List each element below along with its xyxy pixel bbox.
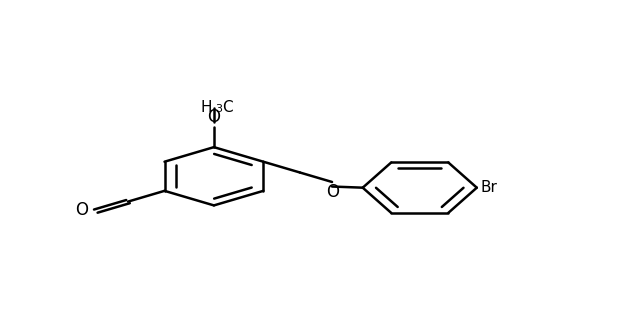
Text: O: O bbox=[75, 201, 88, 219]
Text: 3: 3 bbox=[216, 104, 223, 114]
Text: O: O bbox=[207, 108, 220, 126]
Text: O: O bbox=[326, 184, 339, 201]
Text: Br: Br bbox=[481, 180, 498, 195]
Text: C: C bbox=[222, 100, 233, 114]
Text: H: H bbox=[201, 100, 212, 114]
